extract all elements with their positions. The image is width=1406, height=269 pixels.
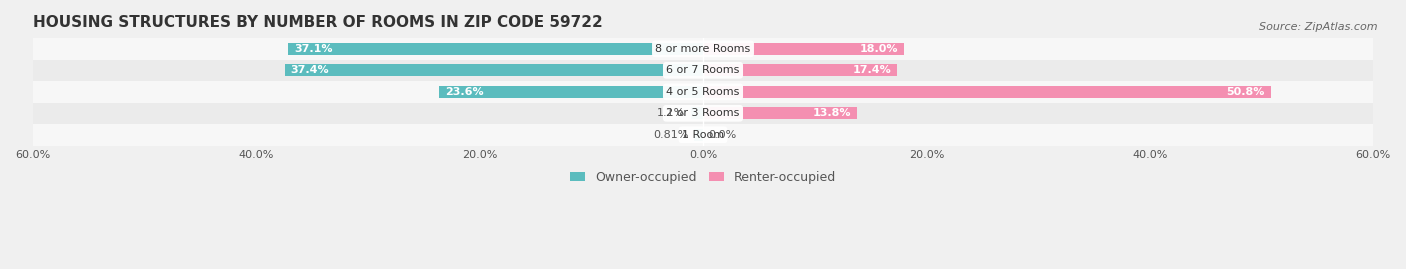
- Text: 8 or more Rooms: 8 or more Rooms: [655, 44, 751, 54]
- Bar: [32, 102, 1374, 124]
- Text: 37.1%: 37.1%: [294, 44, 333, 54]
- Text: 13.8%: 13.8%: [813, 108, 852, 118]
- Bar: [703, 107, 858, 119]
- Text: HOUSING STRUCTURES BY NUMBER OF ROOMS IN ZIP CODE 59722: HOUSING STRUCTURES BY NUMBER OF ROOMS IN…: [32, 15, 602, 30]
- Text: 4 or 5 Rooms: 4 or 5 Rooms: [666, 87, 740, 97]
- Bar: [703, 43, 904, 55]
- Bar: [690, 107, 703, 119]
- Bar: [32, 38, 1374, 60]
- Bar: [703, 86, 1271, 98]
- Bar: [288, 43, 703, 55]
- Text: 18.0%: 18.0%: [860, 44, 898, 54]
- Bar: [703, 65, 897, 76]
- Text: 23.6%: 23.6%: [444, 87, 484, 97]
- Bar: [32, 124, 1374, 146]
- Bar: [32, 81, 1374, 102]
- Text: 50.8%: 50.8%: [1226, 87, 1265, 97]
- Text: 37.4%: 37.4%: [291, 65, 329, 75]
- Text: 0.0%: 0.0%: [709, 130, 737, 140]
- Text: 0.81%: 0.81%: [652, 130, 689, 140]
- Bar: [285, 65, 703, 76]
- Text: 2 or 3 Rooms: 2 or 3 Rooms: [666, 108, 740, 118]
- Bar: [439, 86, 703, 98]
- Text: 6 or 7 Rooms: 6 or 7 Rooms: [666, 65, 740, 75]
- Text: 1 Room: 1 Room: [682, 130, 724, 140]
- Text: 1.1%: 1.1%: [657, 108, 685, 118]
- Legend: Owner-occupied, Renter-occupied: Owner-occupied, Renter-occupied: [567, 167, 839, 187]
- Bar: [695, 129, 703, 141]
- Text: Source: ZipAtlas.com: Source: ZipAtlas.com: [1260, 22, 1378, 31]
- Text: 17.4%: 17.4%: [853, 65, 891, 75]
- Bar: [32, 60, 1374, 81]
